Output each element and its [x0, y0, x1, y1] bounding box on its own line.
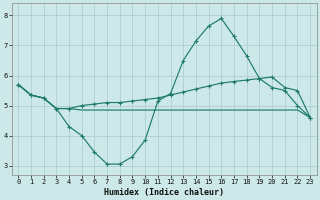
X-axis label: Humidex (Indice chaleur): Humidex (Indice chaleur) — [104, 188, 224, 197]
